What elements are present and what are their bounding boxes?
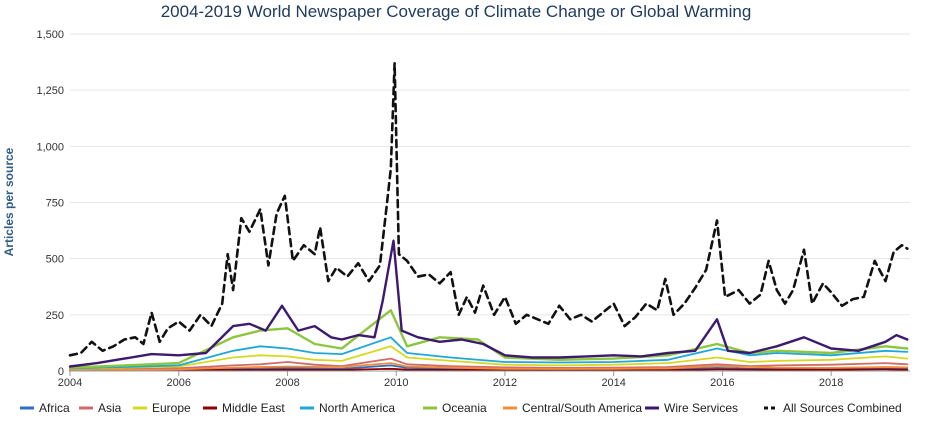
x-axis-ticks: 2004 2006 2008 2010 2012 2014 2016 2018 <box>58 371 843 389</box>
y-tick-label: 1,000 <box>36 141 64 153</box>
legend-label: Middle East <box>222 401 285 415</box>
y-tick-label: 1,500 <box>36 29 64 41</box>
legend-label: Asia <box>98 401 122 415</box>
y-axis-ticks: 0 250 500 750 1,000 1,250 1,500 <box>36 29 64 378</box>
series-line-oceania <box>68 309 909 369</box>
legend-label: North America <box>319 401 395 415</box>
y-tick-label: 0 <box>58 366 64 378</box>
chart-title: 2004-2019 World Newspaper Coverage of Cl… <box>161 2 752 21</box>
series-line-middle-east <box>69 367 909 372</box>
legend-label: Europe <box>152 401 191 415</box>
legend-label: Africa <box>39 401 70 415</box>
legend-label: All Sources Combined <box>783 401 902 415</box>
series-line-asia <box>69 357 909 371</box>
x-tick-label: 2006 <box>166 377 190 389</box>
y-tick-label: 1,250 <box>36 85 64 97</box>
x-tick-label: 2012 <box>493 377 517 389</box>
x-tick-label: 2018 <box>819 377 843 389</box>
y-tick-label: 750 <box>46 198 64 210</box>
legend-label: Central/South America <box>522 401 642 415</box>
legend-label: Oceania <box>442 401 487 415</box>
legend-label: Wire Services <box>664 401 738 415</box>
x-tick-label: 2008 <box>275 377 299 389</box>
series-line-wire-services <box>68 239 909 368</box>
plot-lines <box>68 61 909 372</box>
series-line-europe <box>69 345 909 370</box>
x-tick-label: 2014 <box>601 377 625 389</box>
x-tick-label: 2010 <box>384 377 408 389</box>
y-axis-label: Articles per source <box>2 147 16 256</box>
series-line-north-america <box>69 336 909 370</box>
legend: Africa Asia Europe Middle East North America… <box>20 401 902 415</box>
x-tick-label: 2004 <box>58 377 82 389</box>
grid <box>70 33 910 316</box>
y-tick-label: 500 <box>46 254 64 266</box>
series-line-central-south-america <box>69 362 909 372</box>
y-tick-label: 250 <box>46 310 64 322</box>
series-line-all-sources-combined <box>68 61 909 357</box>
x-tick-label: 2016 <box>710 377 734 389</box>
